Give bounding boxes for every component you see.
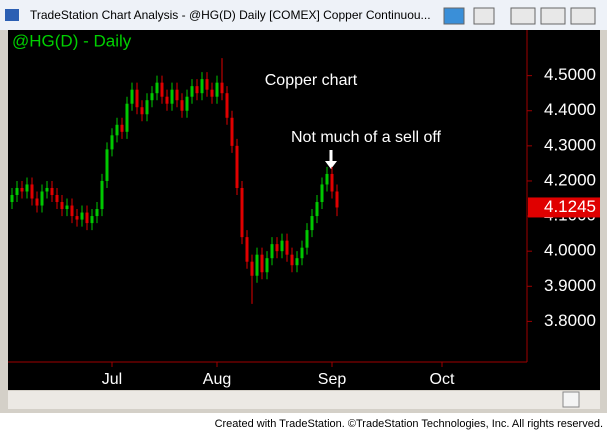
candle-body — [160, 82, 164, 97]
annotation: Copper chart — [265, 72, 358, 89]
app-icon — [5, 9, 19, 21]
candle-body — [240, 187, 244, 238]
last-price-box — [528, 197, 600, 218]
candle-body — [155, 82, 159, 94]
last-price-label: 4.1245 — [544, 197, 596, 216]
candle-body — [190, 86, 194, 97]
candle-body — [55, 195, 59, 203]
candle-body — [200, 79, 204, 94]
footer-bg — [0, 413, 607, 431]
menu-button[interactable] — [473, 7, 495, 25]
symbol-button[interactable] — [443, 7, 465, 25]
candle-body — [170, 89, 174, 104]
candle-body — [75, 216, 79, 220]
y-tick-label: 4.3000 — [544, 135, 596, 154]
candle-body — [195, 86, 199, 94]
y-tick-label: 3.8000 — [544, 311, 596, 330]
candle-body — [10, 195, 14, 203]
candle-body — [210, 89, 214, 97]
candle-body — [315, 202, 319, 217]
candle-body — [40, 191, 44, 206]
candle-body — [145, 100, 149, 115]
y-tick-label: 4.4000 — [544, 100, 596, 119]
annotation: Not much of a sell off — [291, 129, 442, 146]
chart-title: @HG(D) - Daily — [12, 31, 132, 50]
candle-body — [245, 237, 249, 262]
candle-body — [80, 212, 84, 220]
candle-body — [110, 135, 114, 150]
candle-body — [280, 240, 284, 252]
candle-body — [275, 244, 279, 252]
candle-body — [270, 244, 274, 259]
close-button[interactable] — [570, 7, 596, 25]
candle-body — [150, 93, 154, 101]
candle-body — [65, 205, 69, 210]
candle-body — [335, 191, 339, 208]
candle-body — [215, 82, 219, 97]
candle-body — [180, 100, 184, 111]
candle-body — [100, 180, 104, 210]
candle-body — [300, 247, 304, 259]
candle-body — [175, 89, 179, 101]
candle-body — [125, 103, 129, 132]
y-tick-label: 4.2000 — [544, 170, 596, 189]
candle-body — [95, 209, 99, 217]
x-tick-label: Oct — [430, 371, 455, 388]
x-tick-label: Jul — [102, 371, 122, 388]
candle-body — [50, 187, 54, 195]
candle-body — [20, 187, 24, 192]
candle-body — [295, 258, 299, 266]
footer: Created with TradeStation. ©TradeStation… — [215, 418, 603, 430]
y-tick-label: 4.5000 — [544, 65, 596, 84]
candle-body — [115, 124, 119, 136]
scrollbar[interactable] — [8, 391, 600, 409]
candle-body — [290, 254, 294, 266]
candle-body — [120, 124, 124, 132]
candle-body — [310, 216, 314, 231]
candle-body — [250, 261, 254, 276]
candle-body — [305, 230, 309, 248]
candle-body — [185, 96, 189, 111]
candle-body — [325, 173, 329, 185]
candle-body — [225, 93, 229, 118]
candle-body — [285, 240, 289, 255]
candle-body — [265, 258, 269, 273]
candle-body — [135, 89, 139, 108]
x-tick-label: Sep — [318, 371, 347, 388]
candle-body — [90, 216, 94, 224]
candle-body — [255, 254, 259, 276]
candle-body — [330, 173, 334, 192]
candle-body — [220, 82, 224, 94]
candle-body — [230, 117, 234, 146]
candle-body — [25, 184, 29, 192]
minimize-button[interactable] — [510, 7, 536, 25]
candle-body — [35, 198, 39, 206]
candle-body — [130, 89, 134, 104]
x-tick-label: Aug — [203, 371, 231, 388]
candle-body — [260, 254, 264, 273]
candle-body — [30, 184, 34, 199]
maximize-button[interactable] — [540, 7, 566, 25]
candle-body — [70, 205, 74, 217]
candle-body — [60, 202, 64, 210]
scroll-thumb[interactable] — [562, 391, 580, 408]
candle-body — [105, 149, 109, 181]
candle-body — [15, 187, 19, 195]
y-tick-label: 4.0000 — [544, 241, 596, 260]
candle-body — [205, 79, 209, 90]
candle-body — [140, 107, 144, 115]
chart-area — [8, 30, 600, 390]
arrow-head — [325, 161, 337, 169]
y-tick-label: 3.9000 — [544, 276, 596, 295]
candle-body — [235, 145, 239, 188]
window-title: TradeStation Chart Analysis - @HG(D) Dai… — [30, 8, 431, 22]
candle-body — [85, 212, 89, 224]
candle-body — [45, 187, 49, 192]
candle-body — [165, 96, 169, 104]
title-bar — [0, 0, 607, 30]
candle-body — [320, 184, 324, 203]
